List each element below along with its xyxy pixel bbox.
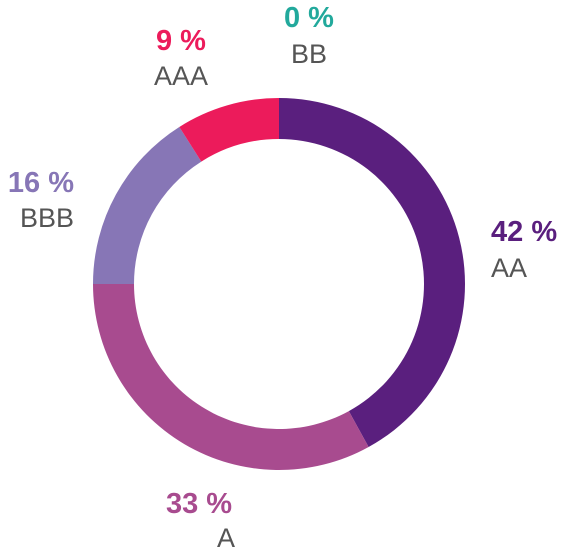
- cat-label-aaa: AAA: [154, 61, 208, 91]
- cat-label-bb: BB: [291, 39, 327, 69]
- slice-aa: [279, 98, 465, 447]
- pct-label-a: 33 %: [166, 488, 232, 520]
- cat-label-aa: AA: [491, 253, 527, 283]
- cat-label-bbb: BBB: [20, 203, 74, 233]
- cat-label-a: A: [217, 523, 235, 550]
- pct-label-bb: 0 %: [284, 2, 334, 34]
- pct-label-aaa: 9 %: [156, 25, 206, 57]
- slice-a: [93, 284, 369, 471]
- pct-label-aa: 42 %: [491, 216, 557, 248]
- slice-bbb: [93, 126, 202, 284]
- pct-label-bbb: 16 %: [8, 167, 74, 199]
- donut-slices: [93, 98, 465, 471]
- slice-aaa: [179, 98, 279, 162]
